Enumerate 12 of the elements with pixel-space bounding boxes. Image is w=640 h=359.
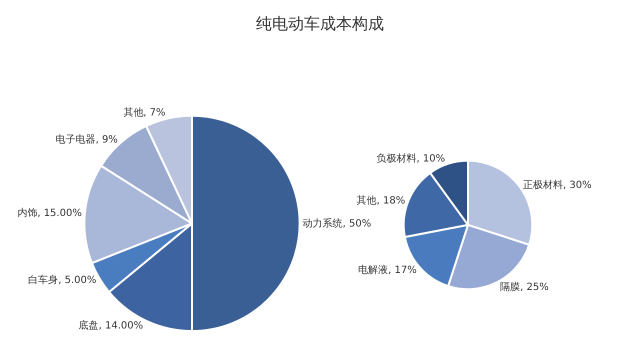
slice-label: 隔膜, 25% (500, 280, 549, 293)
slice-label: 其他, 18% (356, 194, 406, 206)
slice-label: 白车身, 5.00% (28, 274, 96, 286)
slice-label: 负极材料, 10% (376, 152, 446, 164)
slice-label: 其他, 7% (123, 106, 166, 119)
slice-label: 内饰, 15.00% (17, 207, 82, 220)
slice-label: 电子电器, 9% (56, 133, 118, 146)
slice-label: 动力系统, 50% (302, 217, 372, 230)
slice-label: 正极材料, 30% (523, 179, 592, 192)
slice-label: 电解液, 17% (358, 264, 417, 276)
slice-label: 底盘, 14.00% (78, 320, 144, 332)
chart-title: 纯电动车成本构成 (256, 14, 384, 34)
